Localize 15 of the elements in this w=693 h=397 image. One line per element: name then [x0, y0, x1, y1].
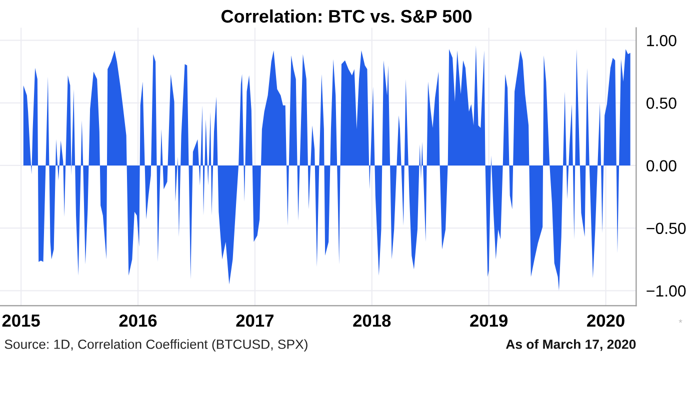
chart-title: Correlation: BTC vs. S&P 500	[221, 9, 472, 23]
x-tick-label: 2019	[470, 314, 508, 327]
source-note: Source: 1D, Correlation Coefficient (BTCUSD, SPX)	[4, 339, 308, 352]
y-tick-label: 1.00	[647, 34, 676, 46]
y-tick-label: 0.50	[646, 98, 676, 109]
y-tick-label: 0.00	[646, 160, 676, 172]
text: As of March 17, 2020	[506, 339, 636, 351]
x-tick-label: 2016	[119, 314, 157, 327]
x-tick-label: 2020	[587, 314, 624, 327]
x-tick-label: 2015	[2, 314, 40, 327]
x-tick-label: 2018	[353, 314, 391, 327]
x-tick-label: 2017	[236, 314, 274, 327]
text: *	[678, 319, 682, 323]
y-tick-label: −0.50	[646, 222, 686, 234]
y-tick-label: −1.00	[646, 285, 686, 297]
